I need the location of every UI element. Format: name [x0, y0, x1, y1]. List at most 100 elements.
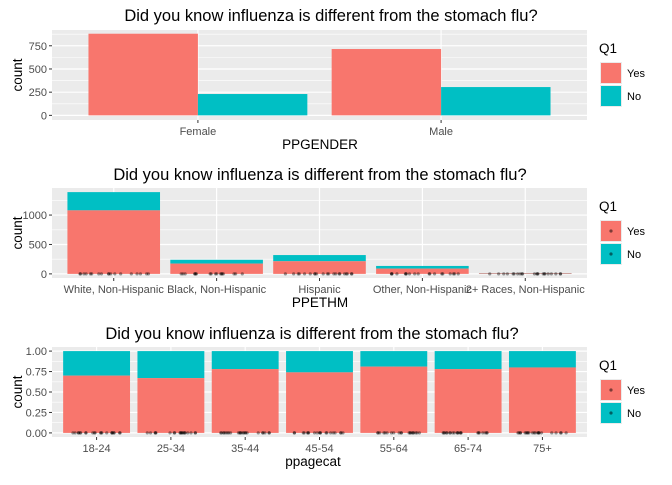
jitter-point [307, 431, 310, 434]
jitter-point [100, 431, 103, 434]
jitter-point [186, 431, 189, 434]
jitter-point [146, 431, 149, 434]
bar-no [441, 87, 550, 115]
jitter-point [395, 272, 398, 275]
jitter-point [215, 272, 218, 275]
legend-key-yes [601, 63, 621, 83]
x-tick-label: Female [180, 126, 217, 138]
jitter-point [221, 272, 224, 275]
jitter-point [386, 431, 389, 434]
jitter-point [390, 431, 393, 434]
x-tick-label: 75+ [533, 443, 552, 455]
jitter-point [449, 272, 452, 275]
y-axis: 0 500 1000 [23, 210, 52, 281]
jitter-point [322, 272, 325, 275]
bar-yes [273, 261, 366, 274]
bar-no [198, 94, 307, 115]
jitter-point [350, 272, 353, 275]
y-tick-label: 1000 [23, 210, 47, 222]
jitter-point [457, 272, 460, 275]
bar-yes [63, 376, 130, 433]
y-tick-label: 0 [41, 110, 47, 122]
jitter-point [521, 272, 524, 275]
jitter-point [325, 431, 328, 434]
y-tick-label: 0.50 [26, 387, 47, 399]
jitter-point [327, 272, 330, 275]
legend-title: Q1 [599, 199, 617, 214]
jitter-point [390, 272, 393, 275]
jitter-point [554, 272, 557, 275]
jitter-point [453, 431, 456, 434]
chart-title: Did you know influenza is different from… [124, 7, 537, 25]
jitter-point [559, 272, 562, 275]
jitter-point [448, 431, 451, 434]
bar-no [212, 351, 279, 369]
jitter-point [302, 431, 305, 434]
jitter-point [147, 272, 150, 275]
y-axis: 0.000.250.500.751.00 [26, 346, 52, 440]
jitter-point [309, 272, 312, 275]
y-tick-label: 0.75 [26, 367, 47, 379]
bar-yes [479, 273, 572, 274]
jitter-point [376, 431, 379, 434]
jitter-point [527, 431, 530, 434]
jitter-point [408, 272, 411, 275]
jitter-point [241, 431, 244, 434]
jitter-point [303, 272, 306, 275]
jitter-point [442, 431, 445, 434]
jitter-point [405, 272, 408, 275]
jitter-point [533, 431, 536, 434]
x-tick-label: 18-24 [83, 443, 111, 455]
jitter-point [428, 272, 431, 275]
jitter-point [224, 431, 227, 434]
legend-key-no [601, 86, 621, 106]
chart-title: Did you know influenza is different from… [113, 166, 526, 184]
jitter-point [412, 431, 415, 434]
jitter-point [135, 272, 138, 275]
legend-label: Yes [627, 68, 645, 80]
jitter-point [179, 431, 182, 434]
jitter-point [547, 272, 550, 275]
y-tick-label: 500 [29, 239, 47, 251]
bar-no [137, 351, 204, 378]
bar-yes [435, 369, 502, 433]
bar-yes [137, 378, 204, 433]
x-axis-label: PPGENDER [282, 137, 358, 152]
jitter-point [476, 431, 479, 434]
jitter-point [79, 431, 82, 434]
x-tick-label: 35-44 [231, 443, 259, 455]
legend-label: Yes [627, 385, 645, 397]
jitter-point [554, 431, 557, 434]
jitter-point [408, 431, 411, 434]
jitter-point [485, 431, 488, 434]
legend-point [609, 229, 612, 232]
jitter-point [559, 431, 562, 434]
jitter-point [517, 431, 520, 434]
jitter-point [506, 272, 509, 275]
bar-no [67, 192, 160, 210]
y-tick-label: 0 [41, 269, 47, 281]
x-tick-label: White, Non-Hispanic [64, 284, 165, 296]
jitter-point [497, 272, 500, 275]
legend-title: Q1 [599, 358, 617, 373]
jitter-point [154, 431, 157, 434]
legend-label: Yes [627, 226, 645, 238]
y-tick-label: 250 [29, 87, 47, 99]
y-tick-label: 500 [29, 64, 47, 76]
jitter-point [516, 272, 519, 275]
bar-no [63, 351, 130, 376]
jitter-point [400, 431, 403, 434]
jitter-point [297, 272, 300, 275]
jitter-point [512, 272, 515, 275]
bar-no [273, 255, 366, 261]
jitter-point [456, 431, 459, 434]
x-tick-label: Other, Non-Hispanic [373, 284, 473, 296]
legend-label: No [627, 408, 641, 420]
jitter-point [189, 431, 192, 434]
y-axis-label: count [10, 58, 25, 91]
jitter-point [110, 431, 113, 434]
jitter-point [550, 272, 553, 275]
